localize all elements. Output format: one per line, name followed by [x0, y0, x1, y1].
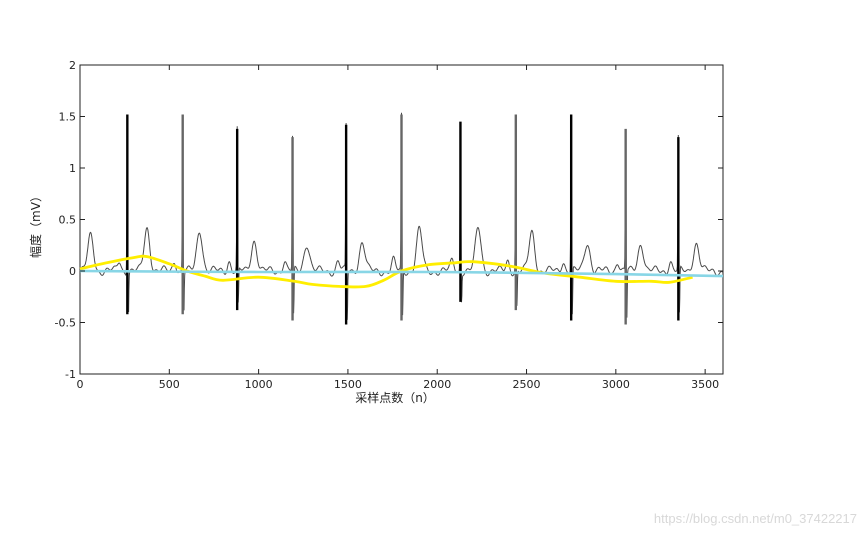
- x-tick-label: 2000: [423, 378, 451, 391]
- x-tick-label: 3500: [691, 378, 719, 391]
- x-tick-label: 500: [159, 378, 180, 391]
- y-tick-label: -1: [65, 368, 76, 381]
- baseline-cyan-line: [79, 269, 724, 278]
- x-tick-label: 1000: [245, 378, 273, 391]
- y-axis-label: 幅度（mV）: [28, 190, 43, 258]
- y-tick-label: 1: [69, 162, 76, 175]
- x-tick-label: 2500: [513, 378, 541, 391]
- baseline-yellow-line: [79, 254, 693, 289]
- x-tick-label: 1500: [334, 378, 362, 391]
- y-tick-label: 0: [69, 265, 76, 278]
- watermark-url: https://blog.csdn.net/m0_37422217: [653, 511, 857, 526]
- y-tick-label: 2: [69, 59, 76, 72]
- x-axis-label: 采样点数（n）: [355, 390, 435, 405]
- x-tick-label: 0: [77, 378, 84, 391]
- axis-ticks: 0 500 1000 1500 2000 2500 3000 3500 -1 -0.5 0 0.5 1 1…: [55, 59, 723, 391]
- x-tick-label: 3000: [602, 378, 630, 391]
- y-tick-label: 1.5: [59, 111, 77, 124]
- y-tick-label: -0.5: [55, 317, 76, 330]
- chart-marks: [79, 112, 724, 325]
- y-tick-label: 0.5: [59, 214, 77, 227]
- ecg-raw-line: [79, 112, 724, 320]
